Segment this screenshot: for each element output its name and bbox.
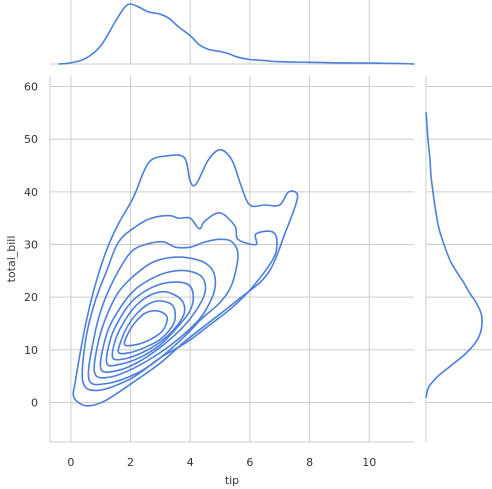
y-tick-label: 50 xyxy=(24,133,38,146)
contour-level-4 xyxy=(93,256,217,379)
contour-level-7 xyxy=(111,290,186,361)
top-marginal-kde-curve xyxy=(58,3,415,65)
contour-level-2 xyxy=(81,212,278,392)
y-axis-label: total_bill xyxy=(5,236,18,283)
y-tick-label: 30 xyxy=(24,239,38,252)
y-tick-label: 20 xyxy=(24,291,38,304)
y-tick-label: 0 xyxy=(31,397,38,410)
main-axes: 0 2 4 6 8 10 0 10 20 30 40 50 60 tip total_bill xyxy=(5,76,414,487)
right-marginal-kde-curve xyxy=(425,112,483,398)
x-tick-label: 6 xyxy=(246,456,253,469)
contour-level-3 xyxy=(87,238,239,386)
contour-level-6 xyxy=(105,281,195,367)
contour-level-9 xyxy=(123,309,169,347)
x-tick-label: 10 xyxy=(362,456,376,469)
main-gridlines xyxy=(49,76,414,443)
x-tick-label: 0 xyxy=(67,456,74,469)
right-marginal-gridlines xyxy=(425,76,492,442)
contour-level-1 xyxy=(72,148,299,407)
y-tick-label: 10 xyxy=(24,344,38,357)
x-tick-label: 8 xyxy=(306,456,313,469)
top-marginal-axes xyxy=(50,0,415,65)
y-tick-label: 60 xyxy=(24,81,38,94)
contour-level-8 xyxy=(117,300,177,355)
x-tick-labels: 0 2 4 6 8 10 xyxy=(67,456,376,469)
right-marginal-axes xyxy=(425,76,492,442)
x-tick-label: 2 xyxy=(127,456,134,469)
top-marginal-gridlines xyxy=(50,0,414,65)
x-axis-label: tip xyxy=(225,474,239,487)
kde-contours xyxy=(72,148,299,407)
x-tick-label: 4 xyxy=(187,456,194,469)
y-tick-label: 40 xyxy=(24,186,38,199)
contour-level-5 xyxy=(99,269,207,374)
main-plot-area xyxy=(50,76,414,442)
y-tick-labels: 0 10 20 30 40 50 60 xyxy=(24,81,38,410)
